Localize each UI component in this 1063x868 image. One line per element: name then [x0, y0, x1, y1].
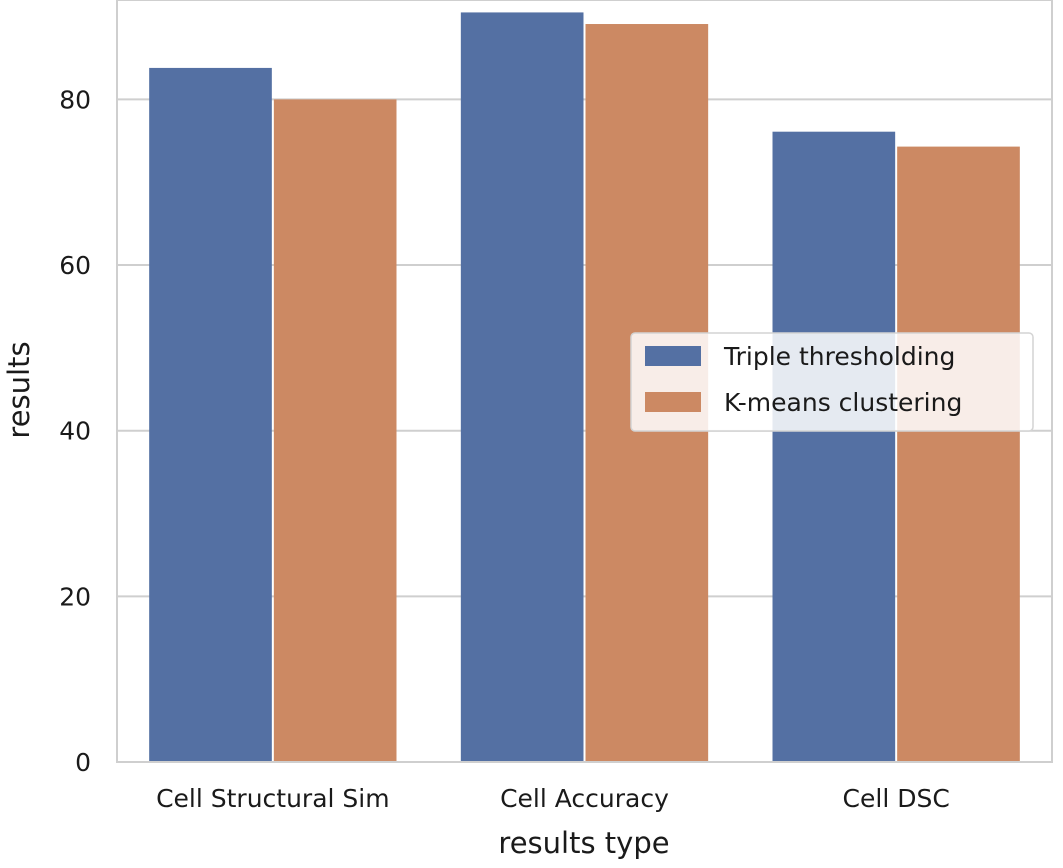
x-tick-label: Cell Accuracy — [500, 784, 669, 813]
legend-box — [630, 332, 1034, 432]
y-axis-title: results — [2, 341, 36, 438]
y-tick-label: 20 — [59, 582, 91, 611]
y-tick-label: 80 — [59, 85, 91, 114]
bar-triple-thresholding-cell-accuracy — [460, 12, 584, 763]
y-tick-labels: 0 20 40 60 80 — [59, 85, 91, 777]
bar-triple-thresholding-cell-dsc — [772, 131, 896, 762]
legend-swatch-kmeans-clustering — [645, 392, 701, 412]
x-tick-labels: Cell Structural Sim Cell Accuracy Cell DSC — [156, 784, 950, 813]
x-tick-label: Cell Structural Sim — [156, 784, 390, 813]
x-tick-label: Cell DSC — [843, 784, 950, 813]
y-tick-label: 0 — [75, 748, 91, 777]
legend-label-triple-thresholding: Triple thresholding — [723, 342, 955, 371]
legend-swatch-triple-thresholding — [645, 346, 701, 366]
legend-label-kmeans-clustering: K-means clustering — [724, 388, 962, 417]
bar-k-means-clustering-cell-structural-sim — [273, 99, 397, 763]
y-tick-label: 60 — [59, 251, 91, 280]
bar-k-means-clustering-cell-dsc — [897, 146, 1020, 762]
gridlines — [117, 98, 1052, 598]
plot-frame — [116, 0, 1053, 763]
x-axis-title: results type — [498, 826, 669, 860]
bar-triple-thresholding-cell-structural-sim — [149, 67, 272, 763]
legend: Triple thresholding K-means clustering — [630, 332, 1034, 432]
y-tick-label: 40 — [59, 417, 91, 446]
